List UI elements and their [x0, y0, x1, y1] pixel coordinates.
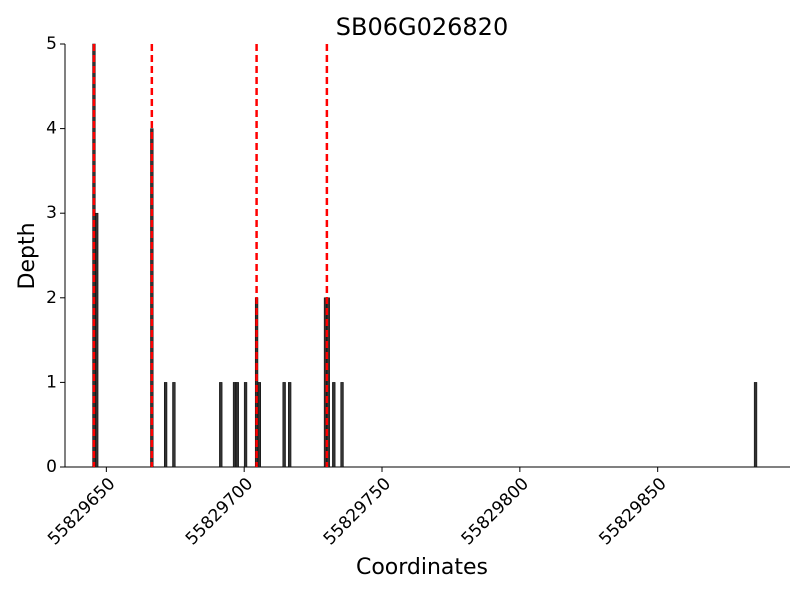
y-tick-label: 5 — [46, 34, 57, 54]
x-tick-label: 55829800 — [458, 474, 533, 549]
x-tick-label: 55829650 — [44, 474, 119, 549]
bar — [332, 382, 336, 468]
bar — [243, 382, 248, 468]
y-tick-label: 2 — [46, 288, 57, 308]
x-tick-label: 55829750 — [320, 474, 395, 549]
bar — [326, 297, 330, 468]
bar — [232, 382, 237, 468]
bar — [753, 382, 758, 468]
bar — [235, 382, 239, 468]
bar — [172, 382, 176, 468]
bar — [257, 382, 261, 468]
y-tick-label: 4 — [46, 119, 57, 139]
x-tick-label: 55829850 — [595, 474, 670, 549]
y-tick-label: 0 — [46, 457, 57, 477]
bar — [282, 382, 286, 468]
bar — [288, 382, 292, 468]
bar — [340, 382, 344, 468]
y-tick-label: 3 — [46, 203, 57, 223]
chart-title: SB06G026820 — [336, 13, 508, 41]
bar — [219, 382, 223, 468]
y-axis-label: Depth — [15, 222, 40, 289]
x-axis-label: Coordinates — [356, 555, 488, 580]
bar — [95, 212, 99, 468]
bar — [163, 382, 168, 468]
x-tick-label: 55829700 — [182, 474, 257, 549]
y-tick-label: 1 — [46, 372, 57, 392]
